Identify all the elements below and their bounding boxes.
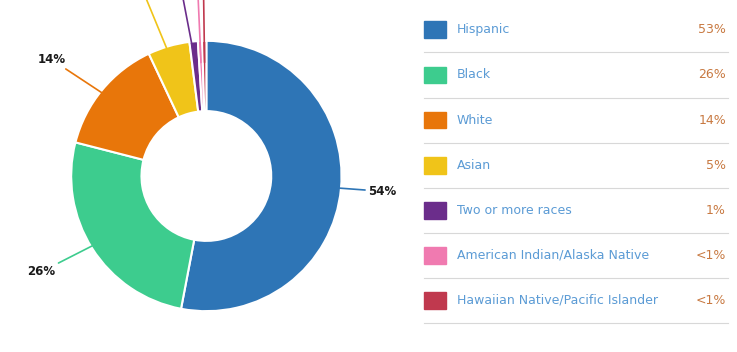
- Text: Black: Black: [457, 69, 491, 81]
- Text: 14%: 14%: [38, 53, 119, 104]
- Text: Asian: Asian: [457, 159, 491, 171]
- Text: White: White: [457, 114, 493, 126]
- Text: 5%: 5%: [132, 0, 175, 67]
- Text: Two or more races: Two or more races: [457, 204, 572, 216]
- Text: 14%: 14%: [698, 114, 726, 126]
- Text: <1%: <1%: [696, 249, 726, 262]
- Text: Hispanic: Hispanic: [457, 24, 510, 36]
- Wedge shape: [149, 42, 198, 117]
- Wedge shape: [75, 54, 179, 160]
- Text: 1%: 1%: [706, 204, 726, 216]
- Wedge shape: [189, 41, 202, 112]
- Text: 54%: 54%: [319, 185, 396, 198]
- Text: American Indian/Alaska Native: American Indian/Alaska Native: [457, 249, 649, 262]
- Wedge shape: [181, 41, 341, 311]
- Text: 5%: 5%: [706, 159, 726, 171]
- Text: <1%: <1%: [188, 0, 218, 62]
- Text: <1%: <1%: [181, 0, 210, 63]
- Text: Hawaiian Native/Pacific Islander: Hawaiian Native/Pacific Islander: [457, 294, 658, 307]
- Wedge shape: [198, 41, 204, 111]
- Text: 26%: 26%: [698, 69, 726, 81]
- Text: 26%: 26%: [27, 237, 111, 278]
- Text: 53%: 53%: [698, 24, 726, 36]
- Wedge shape: [71, 143, 195, 309]
- Text: 1%: 1%: [167, 0, 195, 63]
- Wedge shape: [202, 41, 206, 111]
- Text: <1%: <1%: [696, 294, 726, 307]
